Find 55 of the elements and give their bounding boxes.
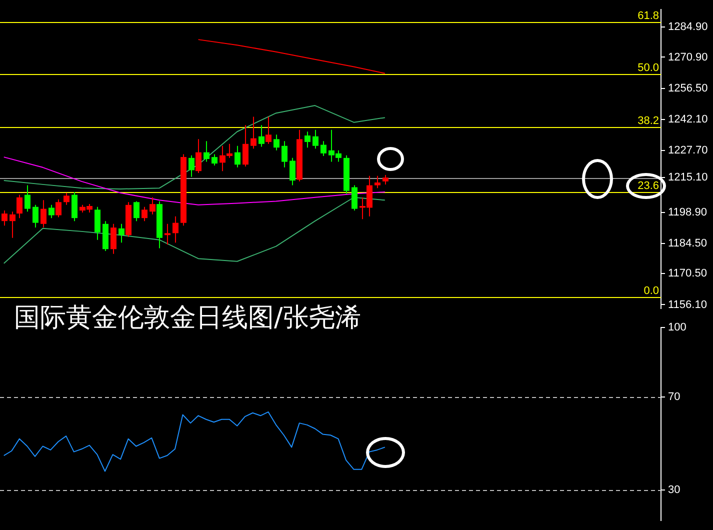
candlestick xyxy=(352,184,358,212)
candlestick xyxy=(282,140,288,168)
candlestick xyxy=(40,200,46,228)
y-tick-label: 1284.90 xyxy=(668,21,708,34)
candlestick xyxy=(56,198,62,218)
candlestick xyxy=(118,223,124,244)
y-tick-label: 1198.90 xyxy=(668,206,707,218)
y-tick-label: 1156.10 xyxy=(668,298,707,311)
candlestick xyxy=(304,131,310,148)
candlestick xyxy=(2,210,8,226)
candlestick xyxy=(150,196,156,215)
y-tick-label: 1215.10 xyxy=(668,172,708,184)
candlestick xyxy=(242,124,248,168)
y-tick-label: 1170.50 xyxy=(668,268,707,280)
y-tick-label: 1184.50 xyxy=(668,238,707,250)
candlestick xyxy=(188,154,194,178)
annotation: 38.2 xyxy=(638,115,659,128)
y-tick-label: 1256.50 xyxy=(668,82,708,94)
candlestick xyxy=(48,204,54,219)
candlestick xyxy=(266,116,272,144)
candlestick xyxy=(134,200,140,222)
y-tick-label: 1270.90 xyxy=(668,51,708,64)
candlestick xyxy=(382,174,388,185)
candlestick xyxy=(234,145,240,168)
candlestick xyxy=(64,192,70,206)
y-tick-label: 70 xyxy=(668,391,680,404)
candlestick xyxy=(290,157,296,186)
y-tick-label: 30 xyxy=(668,484,680,496)
candlestick xyxy=(258,124,264,148)
candlestick xyxy=(24,184,30,212)
candlestick xyxy=(196,138,202,174)
annotation: 0.0 xyxy=(644,285,659,298)
candlestick xyxy=(274,134,280,151)
candlestick xyxy=(312,129,318,150)
y-tick-label: 100 xyxy=(668,322,686,334)
candlestick xyxy=(110,223,116,254)
y-tick-label: 1242.10 xyxy=(668,113,708,126)
candlestick xyxy=(142,206,148,222)
text: 国际黄金伦敦金日线图/张尧浠 xyxy=(14,302,361,335)
candlestick xyxy=(250,116,256,150)
candlestick xyxy=(16,194,22,219)
candlestick xyxy=(172,216,178,244)
candlestick xyxy=(32,204,38,228)
candlestick xyxy=(10,211,16,238)
annotation: 50.0 xyxy=(638,62,659,74)
candlestick xyxy=(212,154,218,166)
annotation: 23.6 xyxy=(638,180,659,192)
candlestick xyxy=(164,223,170,246)
y-tick-label: 1227.70 xyxy=(668,144,708,156)
candlestick xyxy=(72,191,78,222)
candlestick xyxy=(94,206,100,240)
candlestick xyxy=(374,175,380,189)
candlestick xyxy=(204,140,210,162)
candlestick xyxy=(320,140,326,156)
annotation: 61.8 xyxy=(638,10,659,22)
